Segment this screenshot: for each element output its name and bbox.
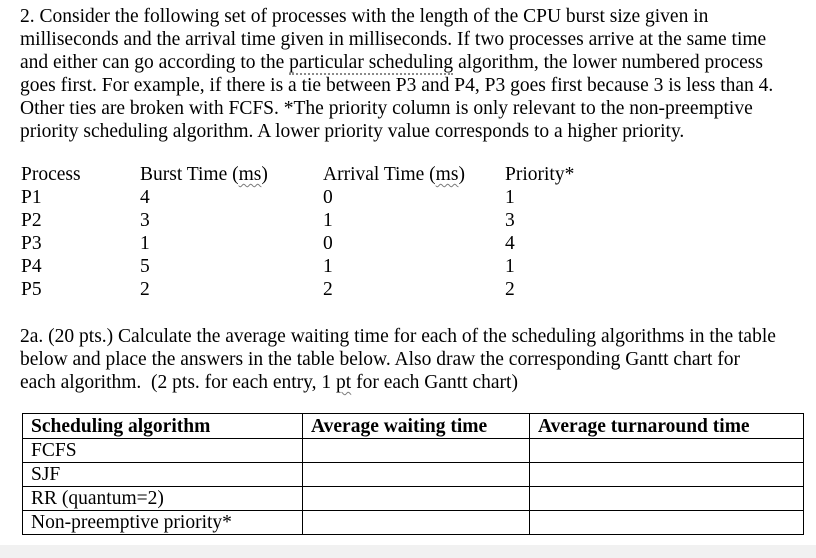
arrival-time-value: 2 [323,279,333,300]
process-table: Process Burst Time (ms) Arrival Time (ms… [21,163,802,301]
problem-2-statement: 2. Consider the following set of process… [20,5,802,143]
waiting-time-answer-cell [302,486,530,511]
arrival-time-value: 1 [323,210,333,231]
priority-value: 4 [505,233,515,254]
spellcheck-underlined-text: pt [336,372,352,393]
burst-time-value: 3 [140,210,150,231]
turnaround-time-answer-cell [529,438,804,463]
header-average-turnaround-time: Average turnaround time [529,413,804,439]
answer-table-row-rr: RR (quantum=2) [22,486,804,511]
statement-text: below and place the answers in the table… [20,349,741,370]
burst-time-value: 1 [140,233,150,254]
burst-time-value: 4 [140,187,150,208]
turnaround-time-answer-cell [529,486,804,511]
statement-line: priority scheduling algorithm. A lower p… [20,120,802,143]
turnaround-time-answer-cell [529,510,804,535]
process-table-header-arrival: Arrival Time (ms) [323,164,465,185]
spellcheck-underlined-text: ms [435,164,459,185]
answer-table-row-fcfs: FCFS [22,438,804,463]
turnaround-time-answer-cell [529,462,804,487]
statement-text: 2. Consider the following set of process… [20,6,709,27]
problem-2a-statement: 2a. (20 pts.) Calculate the average wait… [20,325,802,394]
statement-text: priority scheduling algorithm. A lower p… [20,121,685,142]
statement-text: for each Gantt chart) [351,372,518,393]
statement-line: 2. Consider the following set of process… [20,5,802,28]
answer-table: Scheduling algorithm Average waiting tim… [22,413,804,535]
algorithm-label: FCFS [22,438,303,463]
statement-text: and either can go according to the [20,52,290,73]
statement-text: milliseconds and the arrival time given … [20,29,767,50]
process-table-header-burst: Burst Time (ms) [140,164,268,185]
waiting-time-answer-cell [302,462,530,487]
statement-line: and either can go according to the parti… [20,51,802,75]
statement-text: Other ties are broken with FCFS. *The pr… [20,98,753,119]
statement-text: algorithm, the lower numbered process [453,52,763,73]
algorithm-label: RR (quantum=2) [22,486,303,511]
statement-line: below and place the answers in the table… [20,348,802,371]
process-name: P4 [21,256,42,277]
burst-time-value: 5 [140,256,150,277]
answer-table-header-row: Scheduling algorithm Average waiting tim… [22,413,804,439]
algorithm-label: SJF [22,462,303,487]
answer-table-row-sjf: SJF [22,462,804,487]
statement-text: goes first. For example, if there is a t… [20,75,774,96]
priority-value: 1 [505,187,515,208]
process-name: P1 [21,187,42,208]
waiting-time-answer-cell [302,510,530,535]
header-average-waiting-time: Average waiting time [302,413,530,439]
process-name: P5 [21,279,42,300]
statement-line: each algorithm. (2 pts. for each entry, … [20,371,802,394]
process-name: P3 [21,233,42,254]
statement-line: 2a. (20 pts.) Calculate the average wait… [20,325,802,348]
priority-value: 2 [505,279,515,300]
statement-line: milliseconds and the arrival time given … [20,28,802,51]
priority-value: 1 [505,256,515,277]
process-table-header-priority: Priority* [505,164,575,185]
answer-table-row-priority: Non-preemptive priority* [22,510,804,535]
priority-value: 3 [505,210,515,231]
process-name: P2 [21,210,42,231]
arrival-time-value: 0 [323,187,333,208]
process-table-header-process: Process [21,164,81,185]
waiting-time-answer-cell [302,438,530,463]
burst-time-value: 2 [140,279,150,300]
header-scheduling-algorithm: Scheduling algorithm [22,413,303,439]
statement-line: Other ties are broken with FCFS. *The pr… [20,97,802,120]
arrival-time-value: 1 [323,256,333,277]
document-page: 2. Consider the following set of process… [20,5,804,535]
statement-text: each algorithm. (2 pts. for each entry, … [20,372,337,393]
page-bottom-edge [0,545,816,558]
statement-text: 2a. (20 pts.) Calculate the average wait… [20,326,776,347]
statement-line: goes first. For example, if there is a t… [20,74,802,97]
arrival-time-value: 0 [323,233,333,254]
spellcheck-underlined-text: ms [238,164,262,185]
grammar-check-underlined-text: particular scheduling [289,52,454,75]
algorithm-label: Non-preemptive priority* [22,510,303,535]
